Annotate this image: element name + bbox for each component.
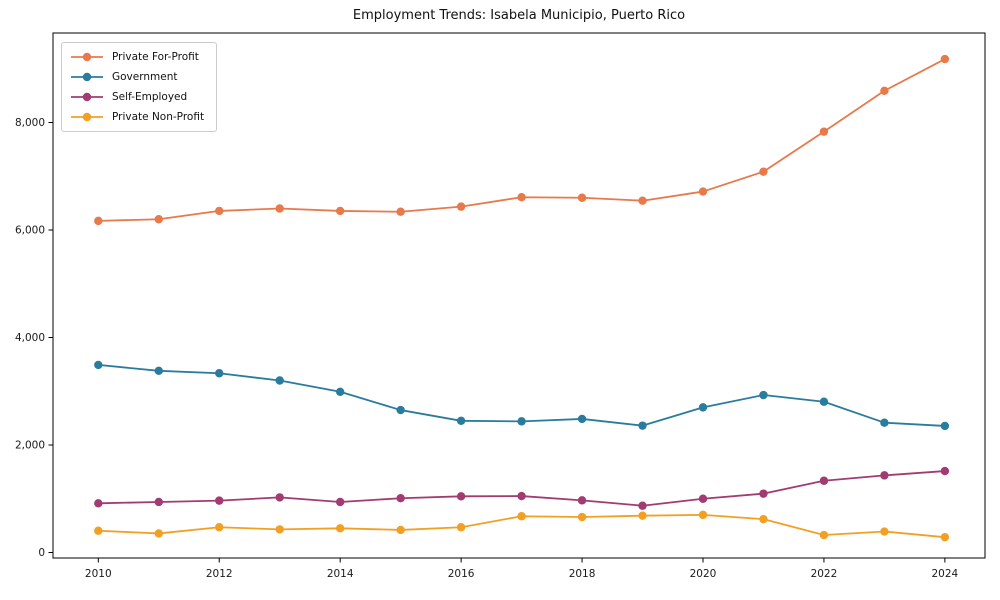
data-point bbox=[456, 202, 466, 211]
data-point bbox=[638, 421, 647, 430]
y-tick-label: 2,000 bbox=[15, 440, 45, 452]
data-point bbox=[94, 526, 103, 535]
legend-item: Private For-Profit bbox=[70, 50, 204, 64]
data-point bbox=[880, 86, 889, 95]
data-point bbox=[940, 54, 950, 64]
data-point bbox=[698, 187, 708, 196]
data-point bbox=[154, 366, 163, 376]
data-point bbox=[638, 511, 647, 520]
data-point bbox=[698, 510, 708, 520]
x-tick-label: 2020 bbox=[690, 568, 717, 580]
legend-line-marker-icon bbox=[71, 92, 103, 102]
data-point bbox=[698, 403, 708, 412]
x-tick-label: 2018 bbox=[569, 568, 596, 580]
y-tick-label: 6,000 bbox=[15, 225, 45, 237]
plot-frame bbox=[52, 32, 986, 559]
x-tick-label: 2024 bbox=[932, 568, 959, 580]
legend-label: Private For-Profit bbox=[112, 51, 199, 63]
y-tick-label: 0 bbox=[38, 547, 45, 559]
legend-line-marker-icon bbox=[71, 72, 103, 82]
data-point bbox=[215, 496, 224, 505]
data-point bbox=[335, 497, 345, 507]
data-point bbox=[396, 525, 405, 535]
legend-line-marker-icon bbox=[71, 52, 103, 62]
data-point bbox=[880, 527, 889, 536]
data-point bbox=[456, 416, 466, 426]
data-point bbox=[940, 421, 950, 431]
legend-item: Government bbox=[70, 70, 204, 84]
data-point bbox=[819, 530, 829, 540]
data-point bbox=[517, 512, 526, 521]
data-point bbox=[335, 387, 345, 396]
data-point bbox=[819, 397, 829, 406]
data-point bbox=[275, 493, 284, 502]
data-point bbox=[819, 127, 829, 136]
data-point bbox=[940, 466, 950, 476]
data-point bbox=[215, 369, 224, 378]
data-point bbox=[215, 523, 224, 532]
data-point bbox=[154, 215, 163, 224]
data-point bbox=[940, 532, 950, 542]
series-line-government bbox=[98, 364, 945, 427]
x-tick-label: 2014 bbox=[327, 568, 354, 580]
data-point bbox=[577, 496, 587, 505]
x-tick-label: 2016 bbox=[448, 568, 475, 580]
legend: Private For-Profit Government Self-Employe… bbox=[61, 42, 218, 132]
data-point bbox=[456, 492, 466, 501]
data-point bbox=[577, 414, 587, 424]
legend-item: Self-Employed bbox=[70, 90, 204, 104]
data-point bbox=[698, 494, 708, 503]
data-point bbox=[215, 206, 224, 216]
data-point bbox=[335, 524, 345, 533]
data-point bbox=[456, 523, 466, 532]
y-tick-label: 4,000 bbox=[15, 332, 45, 344]
data-point bbox=[759, 167, 768, 176]
data-point bbox=[396, 494, 405, 503]
data-point bbox=[94, 360, 103, 370]
data-point bbox=[759, 514, 768, 524]
data-point bbox=[154, 497, 163, 507]
data-point bbox=[396, 207, 405, 216]
data-point bbox=[517, 417, 526, 426]
data-point bbox=[759, 390, 768, 400]
x-tick-label: 2010 bbox=[85, 568, 112, 580]
x-tick-label: 2012 bbox=[206, 568, 233, 580]
data-point bbox=[638, 501, 647, 510]
data-point bbox=[335, 206, 345, 216]
x-tick-label: 2022 bbox=[811, 568, 838, 580]
data-point bbox=[275, 204, 284, 213]
legend-label: Private Non-Profit bbox=[112, 111, 205, 123]
data-point bbox=[577, 193, 587, 202]
data-point bbox=[94, 216, 103, 226]
data-point bbox=[275, 525, 284, 534]
data-point bbox=[94, 499, 103, 508]
data-point bbox=[819, 476, 829, 485]
data-point bbox=[517, 491, 526, 501]
data-point bbox=[154, 529, 163, 538]
series-line-self-employed bbox=[98, 470, 945, 507]
legend-item: Private Non-Profit bbox=[70, 110, 204, 124]
y-tick-label: 8,000 bbox=[15, 117, 45, 129]
legend-label: Government bbox=[112, 71, 178, 83]
legend-line-marker-icon bbox=[71, 112, 103, 122]
data-point bbox=[638, 196, 647, 205]
data-point bbox=[880, 471, 889, 480]
legend-label: Self-Employed bbox=[112, 91, 188, 103]
data-point bbox=[880, 418, 889, 427]
data-point bbox=[577, 512, 587, 522]
data-point bbox=[759, 489, 768, 498]
chart-title: Employment Trends: Isabela Municipio, Pu… bbox=[352, 8, 686, 23]
data-point bbox=[396, 405, 405, 415]
data-point bbox=[275, 376, 284, 385]
data-point bbox=[517, 193, 526, 202]
